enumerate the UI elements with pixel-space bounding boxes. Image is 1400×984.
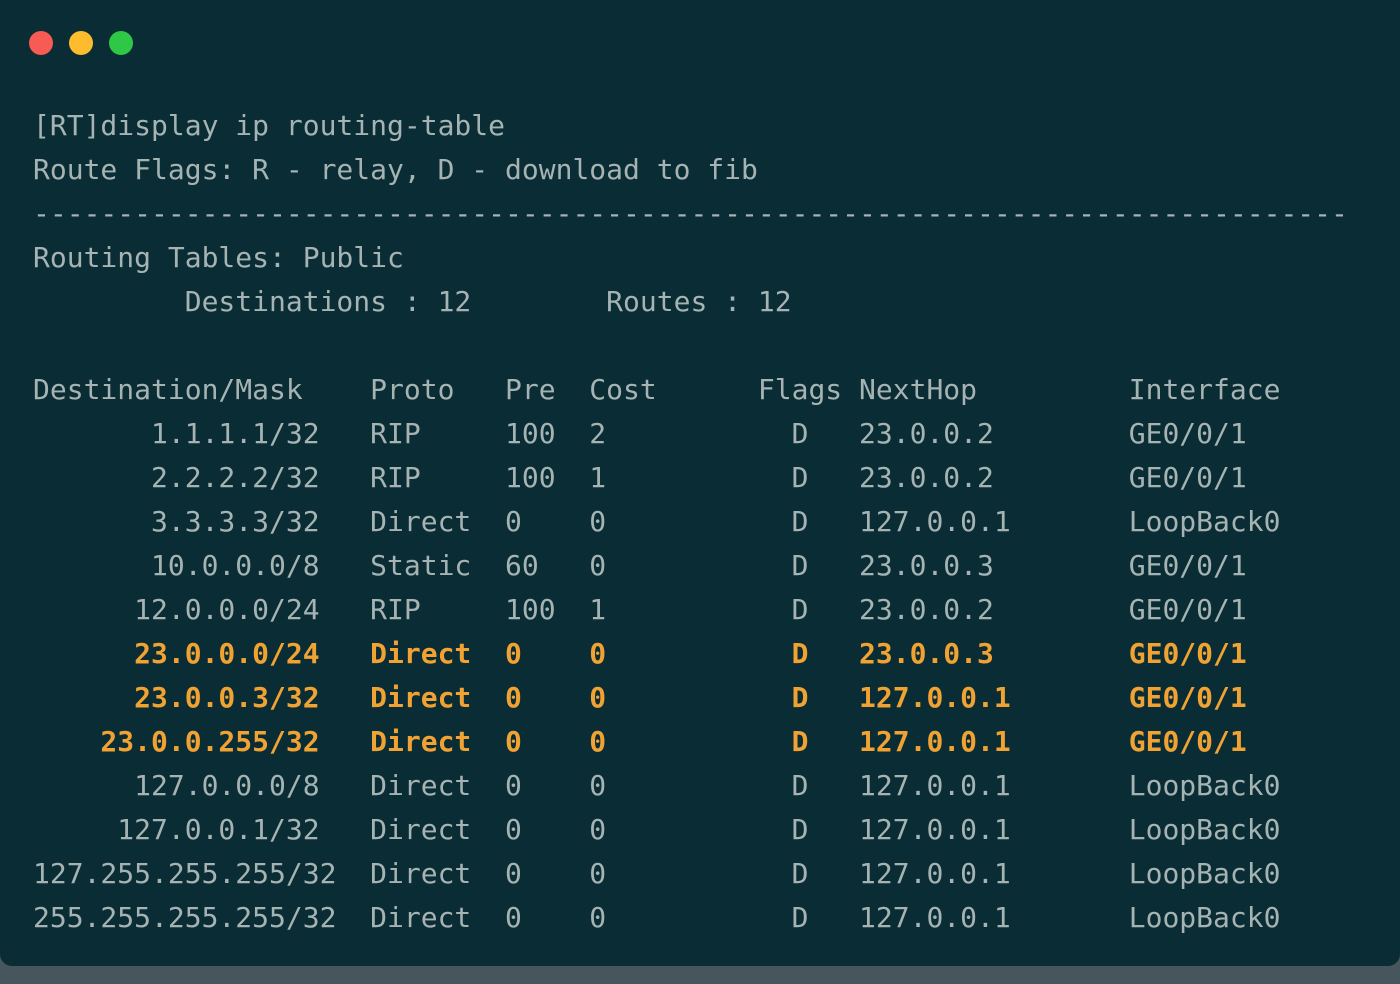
minimize-button[interactable] — [69, 31, 93, 55]
route-row-highlighted: 23.0.0.0/24 Direct 0 0 D 23.0.0.3 GE0/0/… — [33, 637, 1247, 670]
summary-line: Destinations : 12 Routes : 12 — [33, 285, 792, 318]
route-row: 2.2.2.2/32 RIP 100 1 D 23.0.0.2 GE0/0/1 — [33, 461, 1247, 494]
route-row: 12.0.0.0/24 RIP 100 1 D 23.0.0.2 GE0/0/1 — [33, 593, 1247, 626]
route-row-highlighted: 23.0.0.3/32 Direct 0 0 D 127.0.0.1 GE0/0… — [33, 681, 1247, 714]
routing-tables-line: Routing Tables: Public — [33, 241, 404, 274]
route-row: 127.255.255.255/32 Direct 0 0 D 127.0.0.… — [33, 857, 1281, 890]
close-button[interactable] — [29, 31, 53, 55]
route-row: 10.0.0.0/8 Static 60 0 D 23.0.0.3 GE0/0/… — [33, 549, 1247, 582]
route-row: 1.1.1.1/32 RIP 100 2 D 23.0.0.2 GE0/0/1 — [33, 417, 1247, 450]
titlebar[interactable] — [0, 0, 1400, 66]
blank-line — [33, 324, 1400, 368]
route-row: 127.0.0.1/32 Direct 0 0 D 127.0.0.1 Loop… — [33, 813, 1281, 846]
command-line: [RT]display ip routing-table — [33, 109, 506, 142]
route-row-highlighted: 23.0.0.255/32 Direct 0 0 D 127.0.0.1 GE0… — [33, 725, 1247, 758]
route-flags-line: Route Flags: R - relay, D - download to … — [33, 153, 758, 186]
table-header-line: Destination/Mask Proto Pre Cost Flags Ne… — [33, 373, 1281, 406]
route-row: 3.3.3.3/32 Direct 0 0 D 127.0.0.1 LoopBa… — [33, 505, 1281, 538]
separator-line: ----------------------------------------… — [33, 197, 1348, 230]
route-row: 255.255.255.255/32 Direct 0 0 D 127.0.0.… — [33, 901, 1281, 934]
route-row: 127.0.0.0/8 Direct 0 0 D 127.0.0.1 LoopB… — [33, 769, 1281, 802]
terminal-output[interactable]: [RT]display ip routing-table Route Flags:… — [0, 66, 1400, 940]
maximize-button[interactable] — [109, 31, 133, 55]
